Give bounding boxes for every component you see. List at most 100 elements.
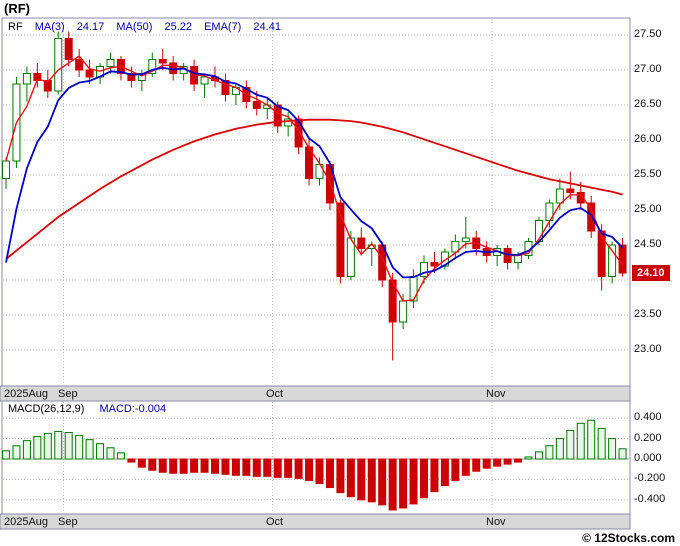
price-panel-frame [1,17,631,387]
macd-bar [137,458,146,468]
macd-bar [294,458,303,479]
candle-body [127,73,136,81]
macd-bar [336,458,345,494]
macd-bar [106,447,115,460]
macd-bar [221,458,230,475]
price-axis-label: 26.00 [634,133,662,145]
macd-bar [576,422,585,460]
macd-bar [367,458,376,503]
macd-bar [440,458,449,487]
ma3-value: 24.17 [76,21,105,33]
x-axis-band [0,385,631,402]
last-price-tag: 24.10 [632,265,670,281]
macd-bar [608,438,617,460]
macd-bar [399,458,408,509]
price-axis-label: 24.50 [634,238,662,250]
macd-axis-label: -0.400 [634,492,666,505]
macd-bar [200,458,209,473]
macd-axis-label: 0.000 [634,452,662,464]
macd-axis-label: 0.400 [634,411,662,424]
macd-bar [503,458,512,465]
macd-bar [493,458,502,467]
macd-bar [409,458,418,505]
candle-body [608,244,617,277]
macd-bar [346,458,355,498]
month-label: Oct [266,516,284,528]
ema7-label: EMA(7) [204,21,242,33]
macd-axis-label: 0.200 [634,431,662,444]
ma50-label: MA(50) [116,21,153,33]
candle-body [22,73,31,85]
page-title: (RF) [4,1,30,16]
candle-body [75,59,84,71]
macd-bar [169,458,178,474]
candle-body [43,80,52,92]
candle-body [576,192,585,204]
macd-bar [482,458,491,469]
macd-bar [472,458,481,472]
month-label: 2025Aug [4,516,49,528]
macd-bar [242,458,251,476]
copyright: © 12Stocks.com [582,531,675,545]
macd-bar [555,438,564,460]
ma3-label: MA(3) [34,21,65,33]
price-legend: RF MA(3) 24.17 MA(50) 25.22 EMA(7) 24.41 [8,21,290,33]
macd-bar [451,458,460,481]
candle-body [555,188,564,204]
macd-value-label: MACD:-0.004 [99,403,167,415]
ma50-value: 25.22 [164,21,192,33]
macd-bar [315,458,324,484]
macd-bar [12,445,21,460]
macd-bar [252,458,261,477]
macd-bar [127,458,136,463]
macd-bar [231,458,240,476]
macd-axis-label: -0.200 [634,472,666,485]
macd-bar [158,458,167,473]
macd-bar [566,429,575,460]
macd-bar [545,445,554,460]
candle-body [430,262,439,267]
candle-body [420,262,428,277]
macd-bar [148,458,157,471]
macd-bar [388,458,397,511]
macd-bar [378,458,387,506]
price-axis-label: 23.00 [634,343,662,355]
ema7-value: 24.41 [253,21,281,33]
candle-body [451,241,460,253]
macd-bar [597,427,606,460]
macd-bar [54,430,63,460]
ticker-symbol: RF [8,21,23,33]
candle-body [514,255,523,263]
ma50-line [5,118,623,260]
month-label: Sep [58,516,78,528]
macd-bar [211,458,219,474]
macd-bar [514,458,523,463]
macd-bar [64,431,73,460]
candle-body [357,237,366,249]
macd-bar [116,452,125,460]
candle-body [54,38,63,92]
price-axis-label: 25.00 [634,203,662,215]
macd-bar [357,458,366,501]
candle-body [336,202,345,277]
month-label: Oct [266,388,284,400]
macd-bar [618,448,627,460]
candle-body [2,160,10,179]
candle-body [273,104,282,127]
macd-bar [273,458,282,478]
macd-bar [305,458,314,481]
macd-bar [587,419,596,460]
candle-body [252,101,261,109]
month-label: Sep [58,388,78,400]
macd-params-label: MACD(26,12,9) [8,403,85,415]
macd-bar [325,458,334,489]
candle-body [409,276,418,302]
candle-body [618,244,627,274]
macd-bar [420,458,428,499]
x-axis-band [0,513,631,530]
price-axis-label: 27.50 [634,28,662,40]
macd-bar [22,440,31,460]
price-axis-label: 25.50 [634,168,662,180]
